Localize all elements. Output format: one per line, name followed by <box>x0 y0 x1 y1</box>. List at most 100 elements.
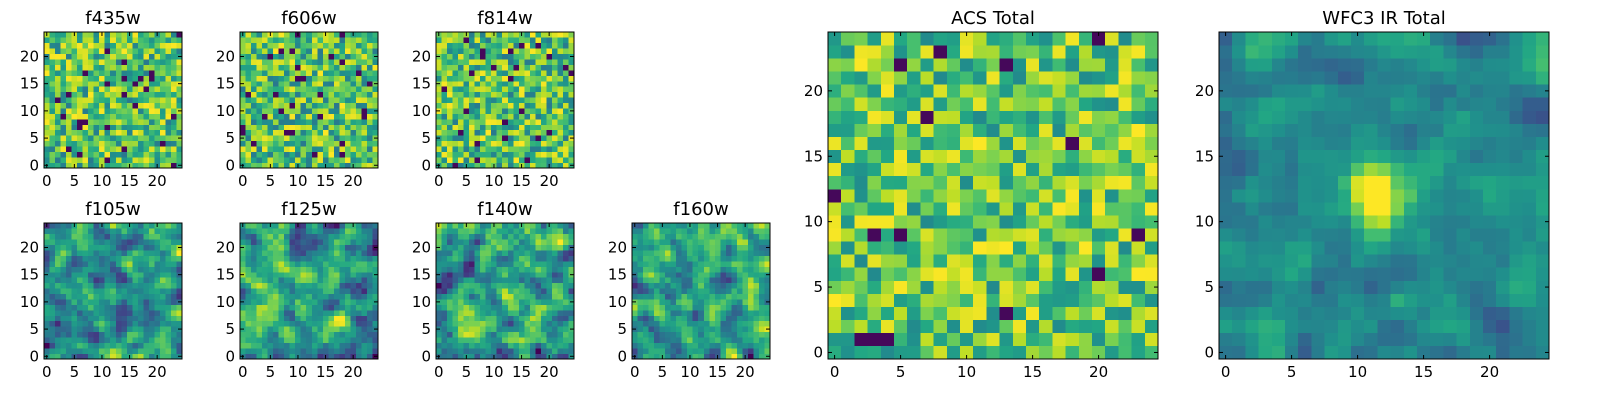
heatmap-cell <box>568 91 575 98</box>
heatmap-cell <box>240 282 246 289</box>
heatmap-cell <box>148 32 155 38</box>
heatmap-cell <box>441 80 448 87</box>
heatmap-cell <box>447 342 453 349</box>
heatmap-cell <box>436 304 442 311</box>
heatmap-cell <box>529 250 536 256</box>
heatmap-cell <box>894 332 908 347</box>
heatmap-cell <box>256 331 263 338</box>
heatmap-cell <box>491 239 498 246</box>
heatmap-cell <box>648 315 655 322</box>
heatmap-cell <box>355 293 362 300</box>
panel-title: f160w <box>673 199 728 220</box>
heatmap-cell <box>344 162 351 169</box>
heatmap-cell <box>143 304 150 311</box>
heatmap-cell <box>148 108 155 114</box>
heatmap-cell <box>535 70 542 76</box>
heatmap-cell <box>1052 280 1066 294</box>
heatmap-cell <box>66 277 72 284</box>
heatmap-cell <box>154 151 161 158</box>
heatmap-cell <box>154 326 161 333</box>
heatmap-cell <box>480 315 486 322</box>
heatmap-cell <box>436 239 442 246</box>
heatmap-cell <box>55 299 61 305</box>
heatmap-cell <box>698 331 705 338</box>
heatmap-cell <box>441 266 448 273</box>
heatmap-cell <box>339 162 346 169</box>
heatmap-cell <box>88 42 94 49</box>
heatmap-cell <box>518 320 525 327</box>
heatmap-cell <box>93 70 100 76</box>
heatmap-cell <box>485 293 492 300</box>
heatmap-cell <box>350 282 357 289</box>
heatmap-cell <box>524 331 531 338</box>
heatmap-cell <box>687 304 694 311</box>
heatmap-cell <box>115 86 122 93</box>
heatmap-cell <box>518 337 525 343</box>
heatmap-cell <box>328 151 335 158</box>
heatmap-cell <box>709 337 716 343</box>
heatmap-cell <box>703 331 710 338</box>
heatmap-cell <box>355 157 362 163</box>
heatmap-cell <box>355 320 362 327</box>
heatmap-cell <box>753 342 760 349</box>
heatmap-cell <box>463 80 470 87</box>
heatmap-cell <box>513 91 520 98</box>
heatmap-cell <box>524 304 531 311</box>
heatmap-cell <box>753 255 760 262</box>
heatmap-cell <box>535 119 542 125</box>
heatmap-cell <box>328 108 335 114</box>
heatmap-cell <box>121 299 128 305</box>
heatmap-cell <box>551 124 558 131</box>
heatmap-cell <box>339 255 346 262</box>
heatmap-cell <box>240 102 246 109</box>
heatmap-cell <box>245 70 252 76</box>
heatmap-cell <box>170 233 177 240</box>
heatmap-cell <box>676 304 682 311</box>
heatmap-cell <box>339 331 346 338</box>
heatmap-cell <box>99 140 106 147</box>
heatmap-cell <box>546 97 553 104</box>
heatmap-cell <box>71 282 78 289</box>
heatmap-cell <box>143 315 150 322</box>
heatmap-cell <box>524 162 531 169</box>
heatmap-cell <box>524 37 531 44</box>
heatmap-cell <box>907 228 921 242</box>
heatmap-cell <box>137 250 144 256</box>
x-tick-label: 10 <box>484 172 503 190</box>
heatmap-cell <box>132 162 139 169</box>
heatmap-cell <box>284 288 290 295</box>
heatmap-cell <box>880 188 895 203</box>
y-tick-label: 10 <box>608 293 627 311</box>
heatmap-cell <box>524 250 531 256</box>
heatmap-cell <box>317 353 324 360</box>
heatmap-cell <box>88 310 94 316</box>
heatmap-cell <box>350 250 357 256</box>
heatmap-cell <box>121 326 128 333</box>
heatmap-cell <box>491 348 498 354</box>
heatmap-cell <box>44 310 50 316</box>
heatmap-cell <box>469 75 475 82</box>
heatmap-cell <box>273 59 279 65</box>
heatmap-cell <box>474 135 481 142</box>
heatmap-cell <box>132 315 139 322</box>
heatmap-cell <box>568 223 575 229</box>
heatmap-cell <box>284 337 290 343</box>
heatmap-cell <box>55 233 61 240</box>
heatmap-cell <box>665 299 671 305</box>
heatmap-cell <box>278 162 285 169</box>
heatmap-cell <box>507 80 514 87</box>
heatmap-cell <box>880 228 895 242</box>
heatmap-cell <box>148 70 155 76</box>
heatmap-cell <box>71 91 78 98</box>
heatmap-cell <box>557 293 564 300</box>
heatmap-cell <box>518 342 525 349</box>
heatmap-cell <box>524 48 531 55</box>
heatmap-cell <box>273 108 279 114</box>
heatmap-cell <box>557 97 564 104</box>
heatmap-cell <box>703 228 710 235</box>
heatmap-cell <box>306 48 313 55</box>
heatmap-cell <box>946 254 961 268</box>
heatmap-cell <box>698 266 705 273</box>
heatmap-cell <box>731 326 738 333</box>
heatmap-cell <box>148 255 155 262</box>
